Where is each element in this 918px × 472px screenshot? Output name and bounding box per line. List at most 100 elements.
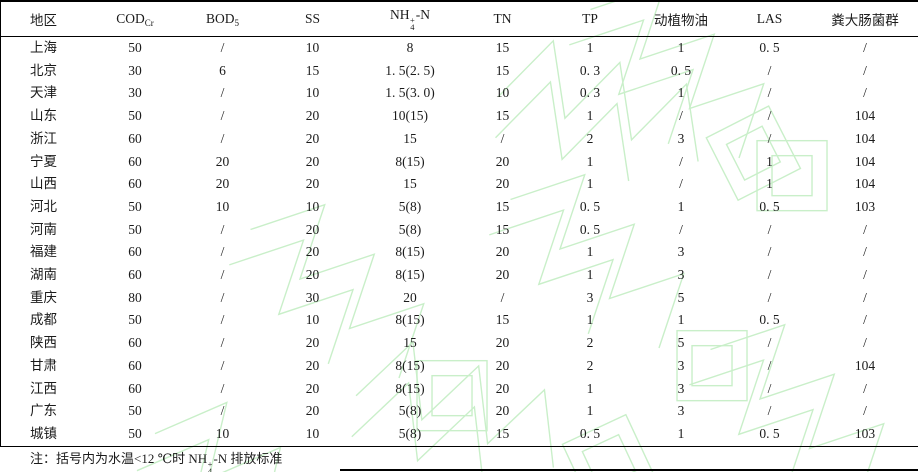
region-cell: 成都	[30, 312, 57, 328]
value-cell: /	[679, 176, 683, 192]
value-cell: /	[863, 312, 867, 328]
value-cell: /	[863, 62, 867, 78]
value-cell: /	[679, 153, 683, 169]
value-cell: /	[863, 335, 867, 351]
value-cell: 20	[495, 244, 510, 260]
value-cell: 1	[586, 153, 594, 169]
value-cell: /	[679, 221, 683, 237]
value-cell: 50	[128, 312, 142, 328]
value-cell: 20	[305, 244, 320, 260]
value-cell: 5(8)	[360, 422, 460, 447]
column-header: NH +4 -N	[360, 0, 460, 37]
value-cell: 15	[403, 335, 417, 351]
value-cell: /	[863, 403, 867, 419]
value-cell: /	[220, 130, 225, 146]
value-cell: 60	[128, 335, 142, 351]
page-bottom-partial-rule	[340, 469, 918, 471]
value-cell: 20	[403, 289, 417, 305]
value-cell: 60	[128, 244, 142, 260]
value-cell: 5	[677, 335, 685, 351]
value-cell: /	[679, 108, 683, 124]
value-cell: /	[767, 289, 772, 305]
value-cell: /	[220, 244, 225, 260]
value-cell: 15	[495, 198, 510, 214]
value-cell: /	[220, 289, 225, 305]
value-cell: 1	[677, 198, 685, 214]
value-cell: 1. 5(2. 5)	[385, 62, 435, 78]
value-cell: 8(15)	[395, 380, 425, 396]
region-cell: 河南	[30, 221, 57, 237]
value-cell: /	[767, 380, 772, 396]
value-cell: 20	[305, 335, 320, 351]
column-header: 粪大肠菌群	[812, 0, 918, 37]
value-cell: 60	[128, 176, 142, 192]
region-cell: 江西	[30, 380, 57, 396]
value-cell: 20	[305, 130, 320, 146]
value-cell: 1	[677, 85, 685, 101]
value-cell: 104	[854, 130, 876, 146]
value-cell: 1	[635, 422, 727, 447]
value-cell: 2	[586, 357, 594, 373]
table-row: 宁夏 60 20 20 8(15) 20 1 / 1 104	[0, 151, 918, 174]
region-cell: 北京	[30, 62, 57, 78]
value-cell: 60	[128, 380, 142, 396]
value-cell: /	[767, 357, 772, 373]
table-row: 山东 50 / 20 10(15) 15 1 / / 104	[0, 105, 918, 128]
value-cell: 60	[128, 357, 142, 373]
value-cell: 8(15)	[395, 267, 425, 283]
value-cell: 1	[586, 312, 594, 328]
region-cell: 湖南	[30, 267, 57, 283]
value-cell: 8(15)	[395, 357, 425, 373]
value-cell: /	[220, 312, 225, 328]
value-cell: 20	[495, 176, 510, 192]
value-cell: 3	[677, 357, 685, 373]
value-cell: /	[863, 244, 867, 260]
table-row: 浙江 60 / 20 15 / 2 3 / 104	[0, 128, 918, 151]
region-cell: 宁夏	[30, 153, 57, 169]
value-cell: /	[863, 221, 867, 237]
value-cell: 15	[495, 62, 510, 78]
value-cell: 15	[495, 40, 510, 55]
column-header: CODCr	[90, 0, 180, 37]
column-header: TP	[545, 0, 635, 37]
value-cell: /	[863, 85, 867, 101]
region-cell: 陕西	[30, 335, 57, 351]
value-cell: 0. 5	[579, 198, 601, 214]
table-row: 甘肃 60 / 20 8(15) 20 2 3 / 104	[0, 355, 918, 378]
region-cell: 甘肃	[30, 357, 57, 373]
value-cell: 0. 5	[759, 198, 780, 214]
region-cell: 上海	[30, 40, 57, 55]
value-cell: 10	[215, 198, 230, 214]
region-cell: 城镇	[0, 422, 90, 447]
value-cell: /	[500, 130, 505, 146]
table-left-edge-rule	[0, 1, 1, 447]
value-cell: 3	[677, 244, 685, 260]
table-row: 福建 60 / 20 8(15) 20 1 3 / /	[0, 241, 918, 264]
value-cell: /	[220, 357, 225, 373]
value-cell: 20	[305, 267, 320, 283]
value-cell: 8(15)	[395, 153, 425, 169]
value-cell: /	[220, 403, 225, 419]
value-cell: 1	[766, 176, 773, 192]
table-row: 陕西 60/20 15 20 2 5//	[0, 332, 918, 355]
region-cell: 广东	[30, 403, 57, 419]
table-row: 北京 30 6 15 1. 5(2. 5) 15 0. 3 0. 5 / /	[0, 60, 918, 83]
value-cell: 5	[677, 289, 685, 305]
value-cell: 20	[305, 176, 320, 192]
value-cell: 1	[677, 40, 685, 55]
value-cell: 15	[403, 176, 417, 192]
value-cell: 30	[305, 289, 320, 305]
column-header: TN	[460, 0, 545, 37]
value-cell: 5(8)	[398, 221, 422, 237]
value-cell: /	[767, 267, 772, 283]
value-cell: 15	[495, 108, 510, 124]
value-cell: 15	[495, 312, 510, 328]
table-row: 河南 50 / 20 5(8) 15 0. 5 / / /	[0, 219, 918, 242]
table-row: 上海 50 / 10 8 15 1 1 0. 5 /	[0, 37, 918, 60]
value-cell: 20	[495, 357, 510, 373]
value-cell: /	[767, 108, 772, 124]
value-cell: /	[767, 221, 772, 237]
region-cell: 重庆	[30, 289, 57, 305]
value-cell: 0. 5	[670, 62, 692, 78]
table-row: 广东 50 / 20 5(8) 20 1 3 / /	[0, 400, 918, 423]
